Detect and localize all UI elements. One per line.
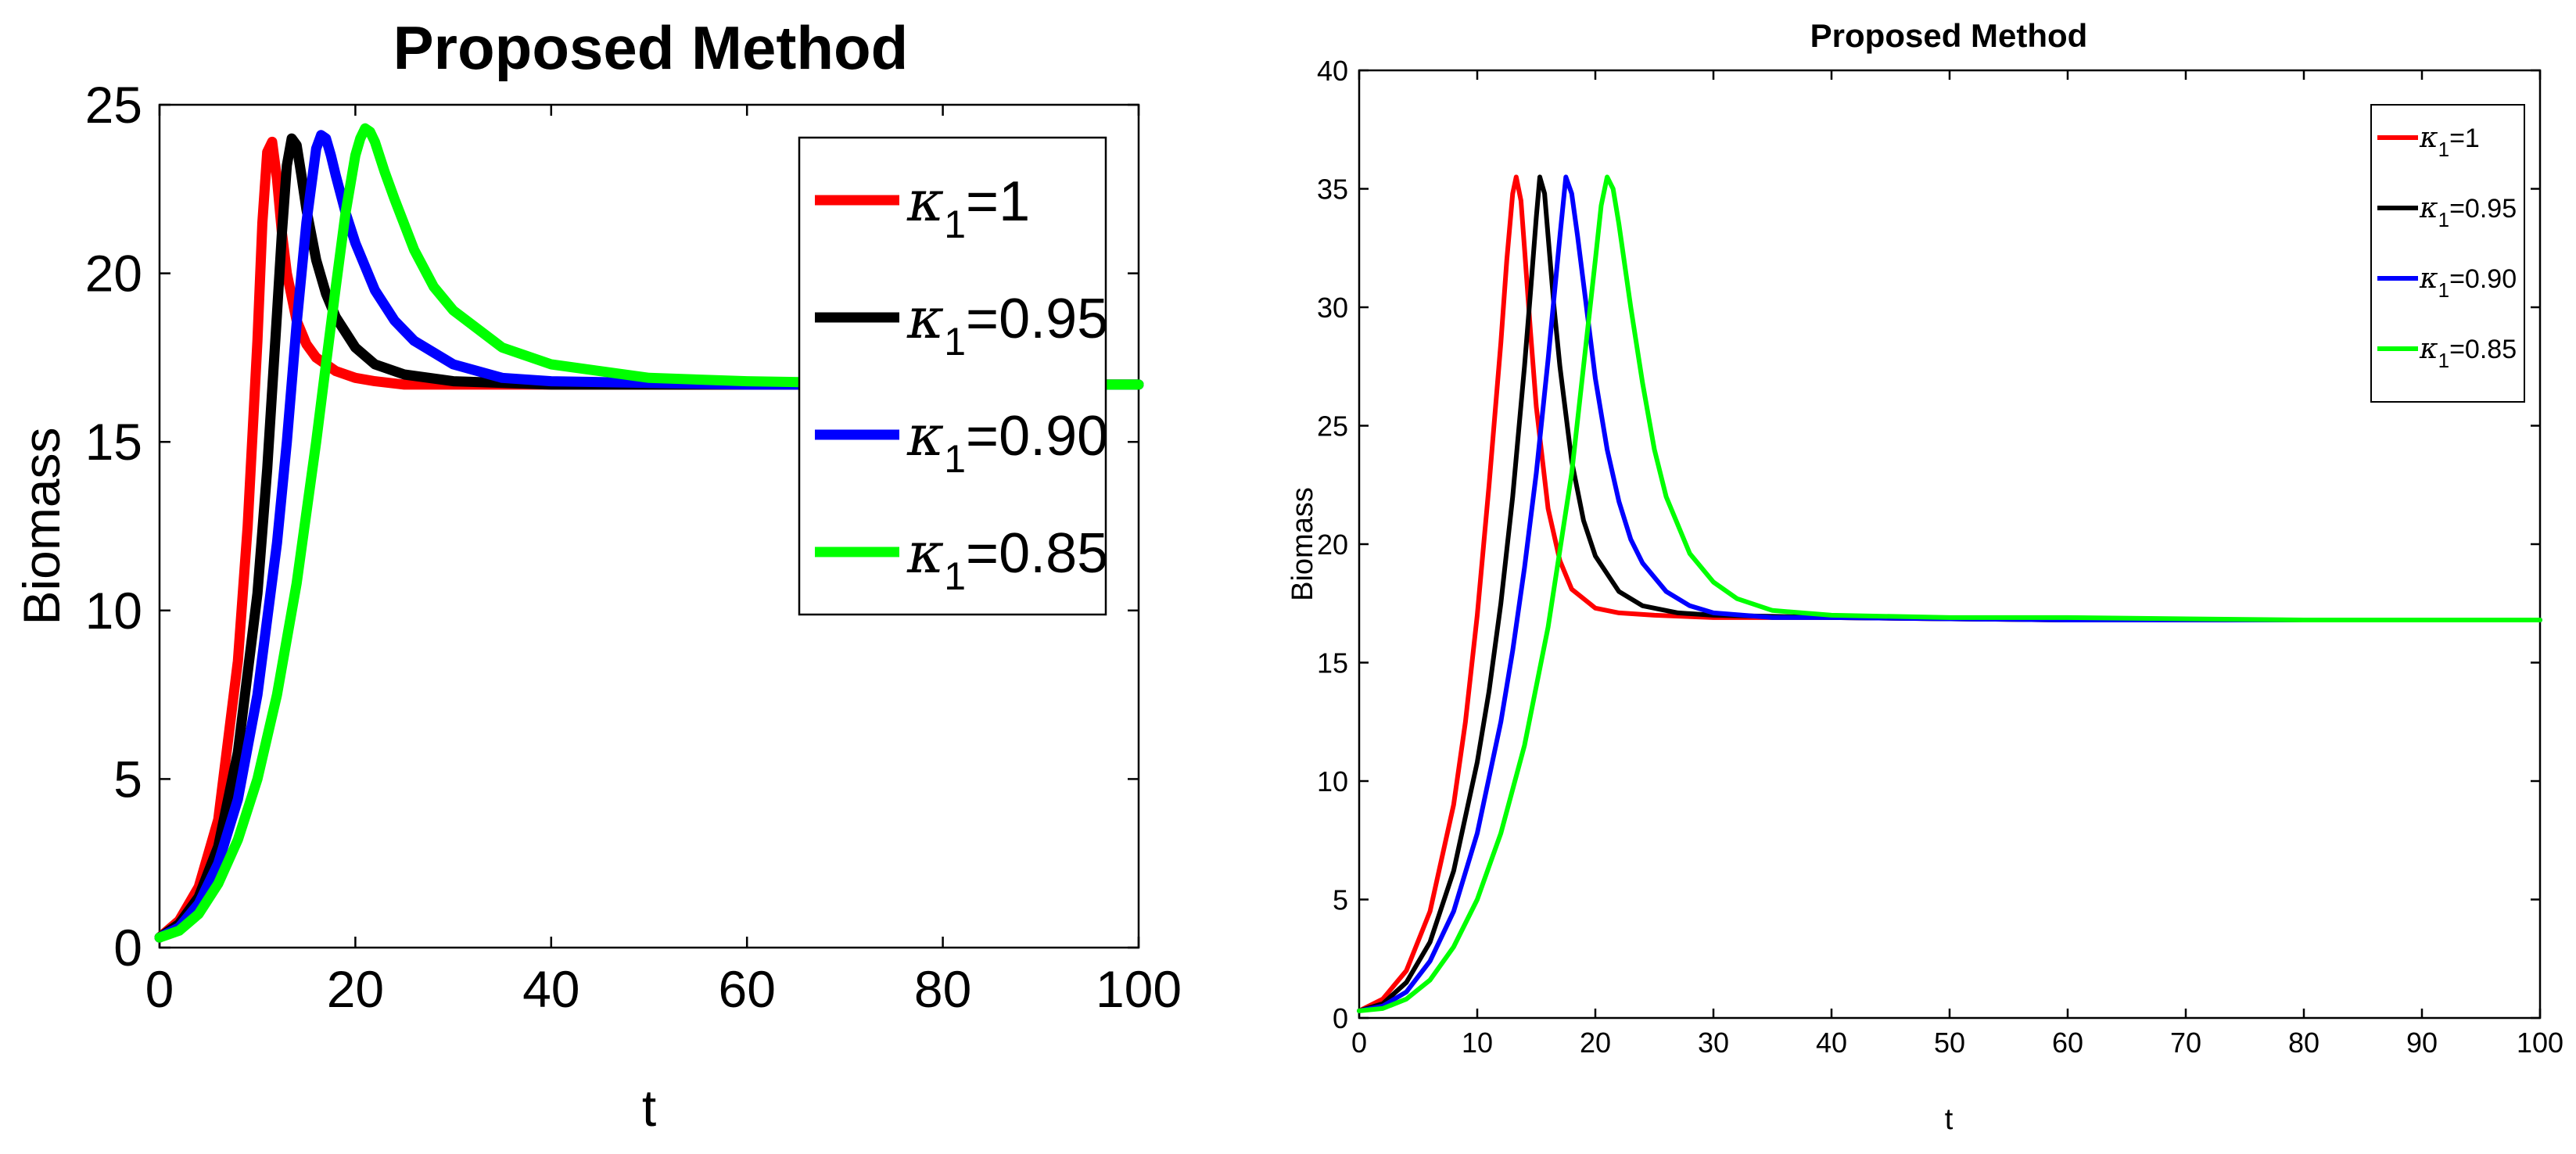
chart-right-series-line-1 (1357, 174, 2542, 1013)
chart-left-xtick-label: 100 (1096, 960, 1182, 1018)
chart-right-xlabel: t (1945, 1103, 1954, 1136)
chart-left-legend-label-1: κ1=1 (906, 168, 1030, 246)
chart-left-ytick-label: 15 (85, 413, 142, 471)
chart-left-xtick-label: 60 (718, 960, 775, 1018)
chart-right-legend-label-4: κ1=0.85 (2419, 333, 2517, 372)
chart-right-xtick-label: 50 (1934, 1027, 1965, 1059)
chart-right-xtick-label: 70 (2170, 1027, 2201, 1059)
chart-right-series (1357, 174, 2542, 1013)
chart-left-series-line-3 (154, 130, 1144, 943)
chart-right-xtick-label: 40 (1816, 1027, 1847, 1059)
chart-right-xtick-label: 100 (2517, 1027, 2563, 1059)
chart-right-xtick-label: 30 (1698, 1027, 1729, 1059)
chart-right-xtick-label: 60 (2052, 1027, 2083, 1059)
chart-right-ytick-label: 20 (1317, 529, 1348, 561)
chart-left-ytick-label: 20 (85, 245, 142, 303)
chart-right-ylabel: Biomass (1286, 487, 1319, 601)
chart-right-xtick-label: 20 (1580, 1027, 1611, 1059)
chart-left: Proposed Method 0 20 40 60 80 100 0 5 10 15 20 25 t… (13, 13, 1182, 1137)
chart-right-ytick-label: 35 (1317, 174, 1348, 206)
chart-right-series-line-4 (1357, 174, 2542, 1013)
chart-right-xtick-label: 10 (1462, 1027, 1493, 1059)
chart-right-xtick-label: 80 (2288, 1027, 2319, 1059)
chart-left-ytick-label: 25 (85, 76, 142, 134)
chart-left-plot-frame (158, 103, 1140, 949)
chart-right-ytick-label: 0 (1333, 1002, 1348, 1034)
chart-right-legend-entries: κ1=1 κ1=0.95 κ1=0.90 κ1=0.85 (2377, 122, 2517, 372)
chart-left-legend-label-2: κ1=0.95 (906, 285, 1108, 364)
chart-right-title: Proposed Method (1810, 17, 2088, 54)
chart-right-ytick-label: 40 (1317, 55, 1348, 87)
chart-left-legend: κ1=1 κ1=0.95 κ1=0.90 κ1=0.85 (798, 136, 1108, 616)
chart-right-ytick-label: 15 (1317, 647, 1348, 679)
chart-left-series-line-2 (154, 133, 1144, 943)
chart-left-ticks: 0 20 40 60 80 100 0 5 10 15 20 25 (85, 76, 1182, 1018)
chart-left-ytick-label: 5 (113, 750, 142, 808)
chart-right-xtick-label: 0 (1351, 1027, 1367, 1059)
chart-right-ticks: 0 10 20 30 40 50 60 70 80 90 100 0 5 10 15 20 25 30 35 40 (1317, 55, 2563, 1059)
chart-right-ytick-label: 25 (1317, 410, 1348, 443)
chart-right-legend-label-1: κ1=1 (2419, 122, 2480, 161)
chart-left-legend-label-4: κ1=0.85 (906, 520, 1108, 598)
chart-right-series-line-3 (1357, 174, 2542, 1013)
chart-left-title: Proposed Method (393, 13, 909, 82)
chart-left-xtick-label: 80 (914, 960, 971, 1018)
chart-left-xlabel: t (642, 1079, 656, 1137)
chart-right-legend: κ1=1 κ1=0.95 κ1=0.90 κ1=0.85 (2370, 104, 2525, 403)
chart-left-ytick-label: 0 (113, 919, 142, 977)
chart-right: Proposed Method 0 10 20 30 40 50 60 70 80 90 100 0 5… (1286, 17, 2563, 1136)
chart-left-series (154, 123, 1144, 943)
chart-right-series-line-2 (1357, 174, 2542, 1013)
chart-left-series-line-4 (154, 123, 1144, 943)
chart-right-xtick-label: 90 (2406, 1027, 2438, 1059)
chart-left-legend-box (798, 136, 1107, 616)
chart-left-ylabel: Biomass (13, 427, 70, 625)
chart-right-legend-label-2: κ1=0.95 (2419, 192, 2517, 231)
chart-left-xtick-label: 40 (522, 960, 579, 1018)
chart-right-ytick-label: 30 (1317, 292, 1348, 324)
chart-left-xtick-label: 0 (145, 960, 174, 1018)
chart-right-ytick-label: 10 (1317, 765, 1348, 797)
chart-right-legend-label-3: κ1=0.90 (2419, 263, 2517, 302)
chart-right-legend-box (2370, 104, 2525, 403)
chart-left-legend-entries: κ1=1 κ1=0.95 κ1=0.90 κ1=0.85 (815, 168, 1108, 598)
chart-left-legend-label-3: κ1=0.90 (906, 403, 1108, 481)
chart-left-xtick-label: 20 (327, 960, 384, 1018)
chart-right-ytick-label: 5 (1333, 884, 1348, 916)
chart-left-ytick-label: 10 (85, 582, 142, 640)
